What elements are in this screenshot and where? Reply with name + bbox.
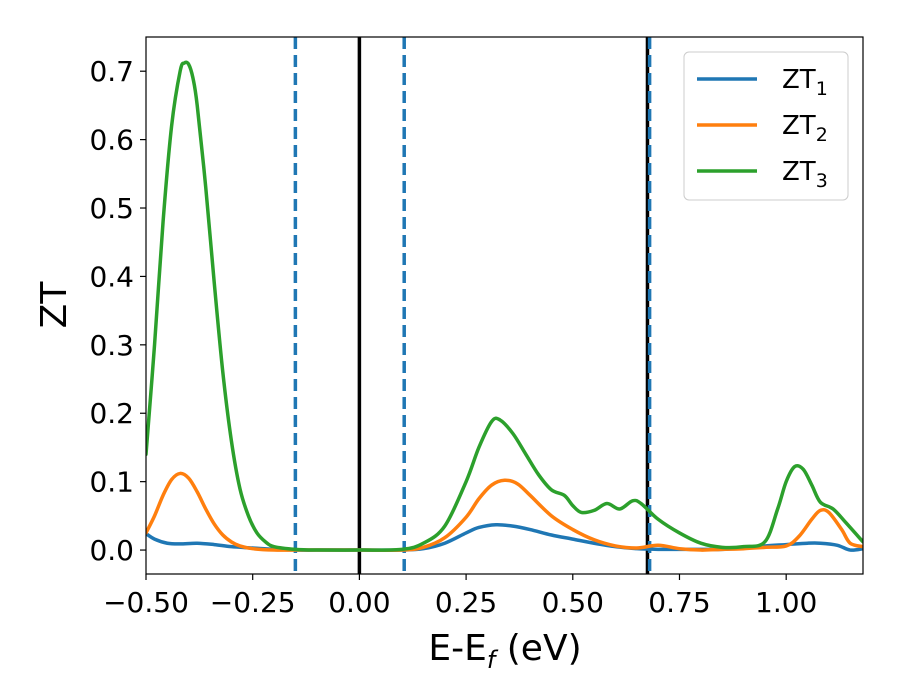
x-tick-label: −0.50 — [103, 586, 189, 619]
series-group — [146, 60, 863, 553]
x-tick-label: 1.00 — [755, 586, 817, 619]
x-tick-label: −0.25 — [210, 586, 296, 619]
x-tick-label: 0.75 — [648, 586, 710, 619]
x-axis-label-unit: (eV) — [495, 628, 581, 669]
x-tick-label: 0.25 — [435, 586, 497, 619]
legend-box — [683, 51, 849, 201]
legend-label-zt3: ZT3 — [782, 157, 828, 192]
x-tick-label: 0.50 — [542, 586, 604, 619]
y-tick-label: 0.6 — [89, 124, 134, 157]
series-line-zt3 — [146, 60, 863, 552]
x-axis-label: E-Ef (eV) — [428, 628, 581, 674]
y-tick-label: 0.3 — [89, 329, 134, 362]
y-tick-label: 0.1 — [89, 466, 134, 499]
y-tick-label: 0.0 — [89, 534, 134, 567]
x-axis: −0.50 −0.25 0.00 0.25 0.50 0.75 1.00 — [103, 574, 817, 619]
y-axis: 0.0 0.1 0.2 0.3 0.4 0.5 0.6 0.7 — [89, 55, 146, 567]
series-line-zt2 — [146, 471, 863, 553]
legend-label-zt1: ZT1 — [782, 65, 828, 100]
legend: ZT1 ZT2 ZT3 — [683, 51, 849, 201]
y-axis-label: ZT — [34, 281, 75, 329]
y-tick-label: 0.2 — [89, 397, 134, 430]
y-tick-label: 0.4 — [89, 260, 134, 293]
vertical-reference-lines — [293, 37, 652, 574]
y-tick-label: 0.7 — [89, 55, 134, 88]
legend-items: ZT1 ZT2 ZT3 — [697, 65, 828, 192]
x-tick-label: 0.00 — [328, 586, 390, 619]
plot-frame — [145, 36, 864, 575]
y-tick-label: 0.5 — [89, 192, 134, 225]
legend-label-zt2: ZT2 — [782, 111, 828, 146]
x-axis-label-main: E-E — [428, 628, 486, 669]
